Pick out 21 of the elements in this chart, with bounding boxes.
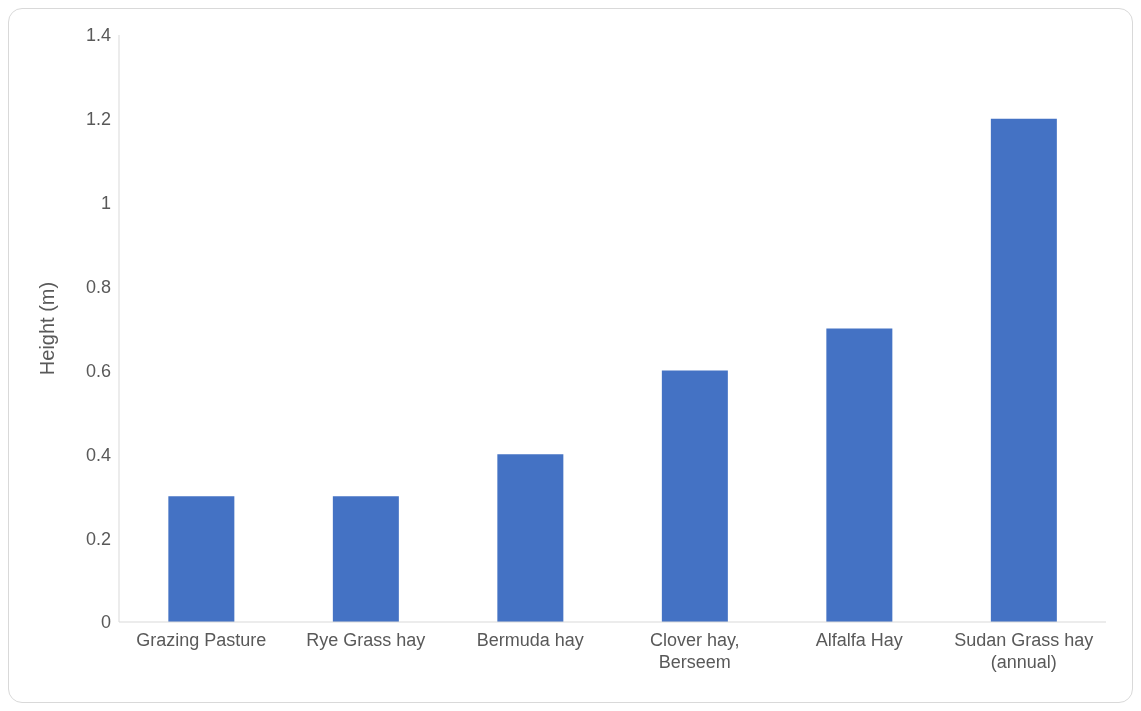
- bar: [826, 328, 893, 622]
- bar: [332, 496, 399, 622]
- x-tick-label: Rye Grass hay: [306, 630, 426, 650]
- x-tick-label: Sudan Grass hay (annual): [954, 630, 1094, 672]
- y-tick-label: 1.2: [85, 109, 111, 130]
- x-tick-label: Bermuda hay: [476, 630, 584, 650]
- x-tick-label: Clover hay, Berseem: [649, 630, 740, 672]
- bar: [661, 370, 728, 622]
- x-tick-label: Grazing Pasture: [136, 630, 267, 650]
- y-tick-label: 1: [100, 193, 111, 214]
- y-tick-label: 0: [100, 612, 111, 633]
- y-tick-label: 0.6: [85, 360, 111, 381]
- y-tick-label: 0.2: [85, 528, 111, 549]
- y-tick-label: 1.4: [85, 25, 111, 46]
- y-tick-label: 0.4: [85, 444, 111, 465]
- bar: [990, 118, 1057, 622]
- bar: [168, 496, 235, 622]
- bar: [497, 454, 564, 622]
- y-tick-label: 0.8: [85, 276, 111, 297]
- x-tick-label: Alfalfa Hay: [815, 630, 903, 650]
- y-axis-title: Height (m): [36, 281, 59, 376]
